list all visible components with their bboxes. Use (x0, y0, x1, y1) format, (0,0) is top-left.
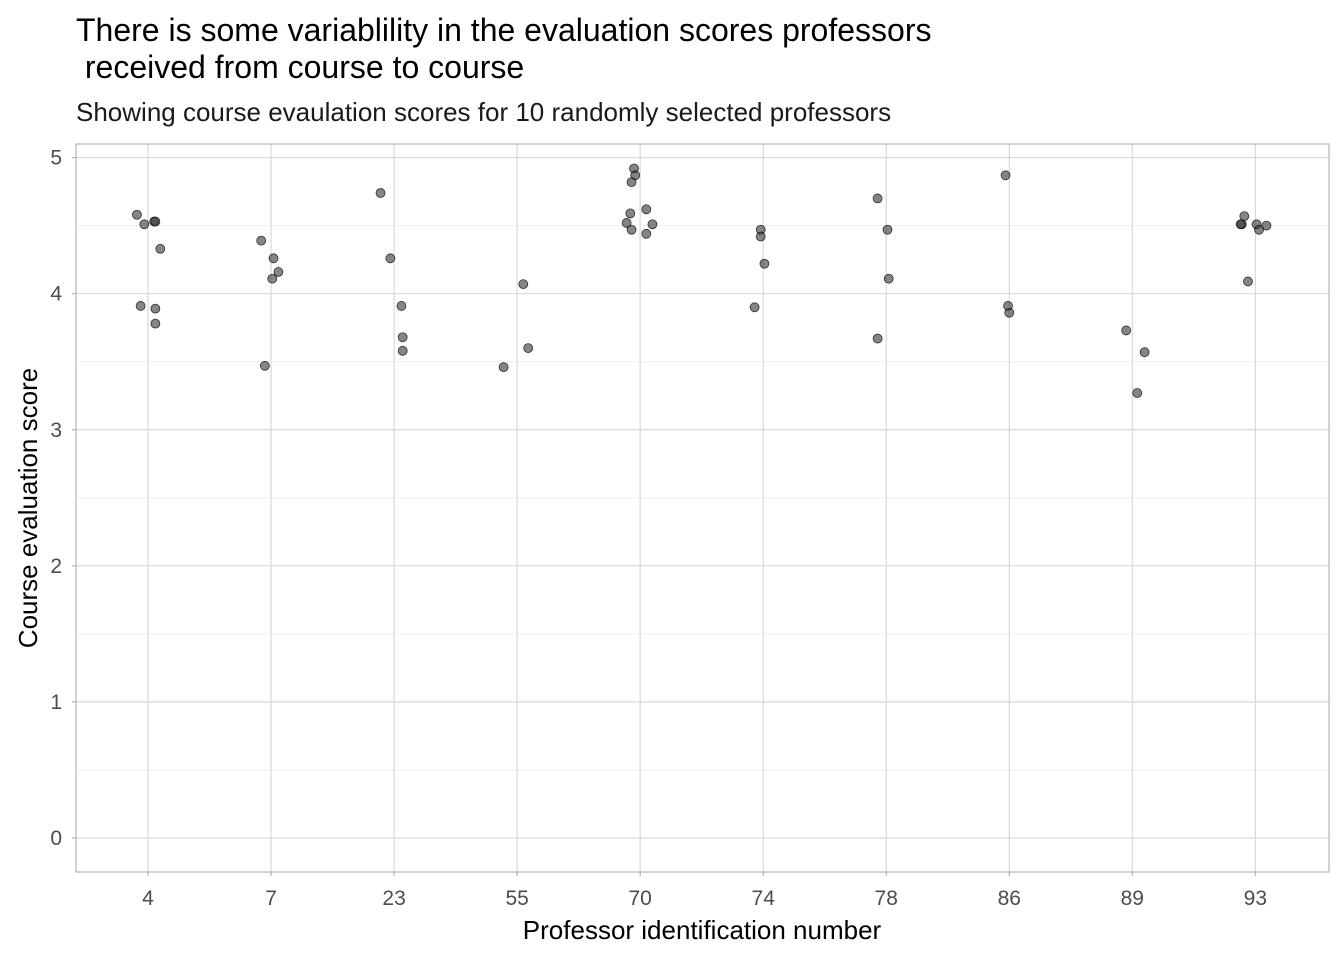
data-point (1261, 220, 1272, 231)
data-point (883, 273, 894, 284)
data-point (256, 235, 267, 246)
data-point (385, 253, 396, 264)
data-point (1121, 325, 1132, 336)
data-point (523, 343, 534, 354)
x-tick-label: 70 (628, 887, 651, 910)
data-point (1235, 219, 1246, 230)
data-point (268, 253, 279, 264)
data-point (259, 360, 270, 371)
data-point (273, 267, 284, 277)
data-point (882, 224, 893, 235)
data-point (1243, 276, 1253, 287)
data-point (375, 188, 386, 198)
y-axis-title: Course evaluation score (13, 368, 43, 648)
data-point (396, 301, 407, 311)
y-tick-label: 5 (50, 147, 62, 170)
data-point (1254, 224, 1264, 235)
data-point (1239, 211, 1250, 222)
x-axis-ticks: 4 7 23 55 70 74 78 86 89 93 (142, 872, 1267, 910)
data-point (397, 345, 408, 356)
data-point (150, 216, 161, 227)
data-point (647, 219, 658, 230)
data-point (625, 208, 636, 219)
data-point (749, 302, 760, 313)
x-tick-label: 78 (875, 887, 898, 910)
data-point (755, 231, 766, 242)
data-point (626, 224, 637, 235)
data-point (498, 362, 509, 373)
data-point (621, 218, 632, 228)
x-tick-label: 7 (265, 887, 277, 910)
x-tick-label: 4 (142, 887, 154, 910)
y-tick-label: 4 (50, 283, 62, 306)
y-axis-ticks: 0 1 2 3 4 5 (50, 147, 76, 850)
data-point (150, 303, 161, 314)
y-tick-label: 3 (50, 419, 62, 442)
data-point (1004, 307, 1015, 318)
data-point (1132, 388, 1143, 398)
x-axis-title: Professor identification number (523, 915, 882, 945)
data-point (1139, 347, 1150, 358)
x-tick-label: 89 (1121, 887, 1144, 910)
data-points (132, 163, 1272, 398)
data-point (1000, 170, 1011, 181)
chart-subtitle: Showing course evaulation scores for 10 … (76, 97, 891, 127)
data-point (155, 243, 166, 254)
y-tick-label: 2 (50, 555, 62, 578)
data-point (267, 273, 278, 284)
data-point (872, 193, 883, 204)
data-point (132, 209, 142, 220)
chart-title-line-1: There is some variablility in the evalua… (76, 12, 931, 48)
data-point (135, 301, 146, 311)
y-tick-label: 0 (50, 827, 62, 850)
data-point (872, 333, 883, 344)
data-point (150, 318, 161, 329)
data-point (139, 219, 150, 230)
data-point (518, 279, 529, 290)
data-point (641, 228, 652, 239)
data-point (759, 258, 770, 269)
grid-lines (76, 144, 1329, 872)
data-point (641, 204, 652, 215)
x-tick-label: 55 (505, 887, 528, 910)
x-tick-label: 23 (382, 887, 405, 910)
x-tick-label: 86 (998, 887, 1021, 910)
plot-panel-border (75, 143, 1330, 873)
data-point (626, 177, 637, 188)
y-tick-label: 1 (50, 691, 62, 714)
data-point (397, 332, 408, 343)
x-tick-label: 93 (1244, 887, 1267, 910)
x-tick-label: 74 (752, 887, 776, 910)
chart-title-line-2: received from course to course (76, 49, 524, 85)
